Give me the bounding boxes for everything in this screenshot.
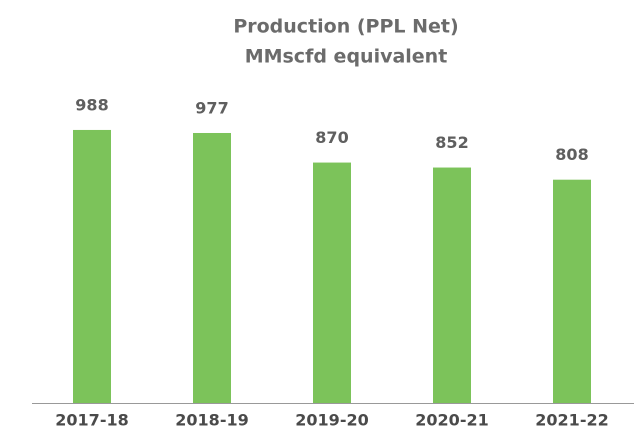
x-tick-label: 2021-22: [535, 411, 608, 430]
x-tick-label: 2018-19: [175, 411, 248, 430]
value-label: 808: [555, 145, 588, 164]
x-tick-label: 2019-20: [295, 411, 368, 430]
bar: [433, 167, 471, 403]
value-label: 852: [435, 133, 468, 152]
value-label: 870: [315, 128, 348, 147]
bar: [313, 162, 351, 403]
bar: [553, 179, 591, 403]
x-tick-label: 2020-21: [415, 411, 488, 430]
bar: [73, 129, 111, 403]
x-tick-label: 2017-18: [55, 411, 128, 430]
value-label: 988: [75, 95, 108, 114]
bar: [193, 132, 231, 403]
chart-subtitle: MMscfd equivalent: [245, 46, 448, 68]
value-label: 977: [195, 98, 228, 117]
chart-title: Production (PPL Net): [233, 16, 458, 38]
